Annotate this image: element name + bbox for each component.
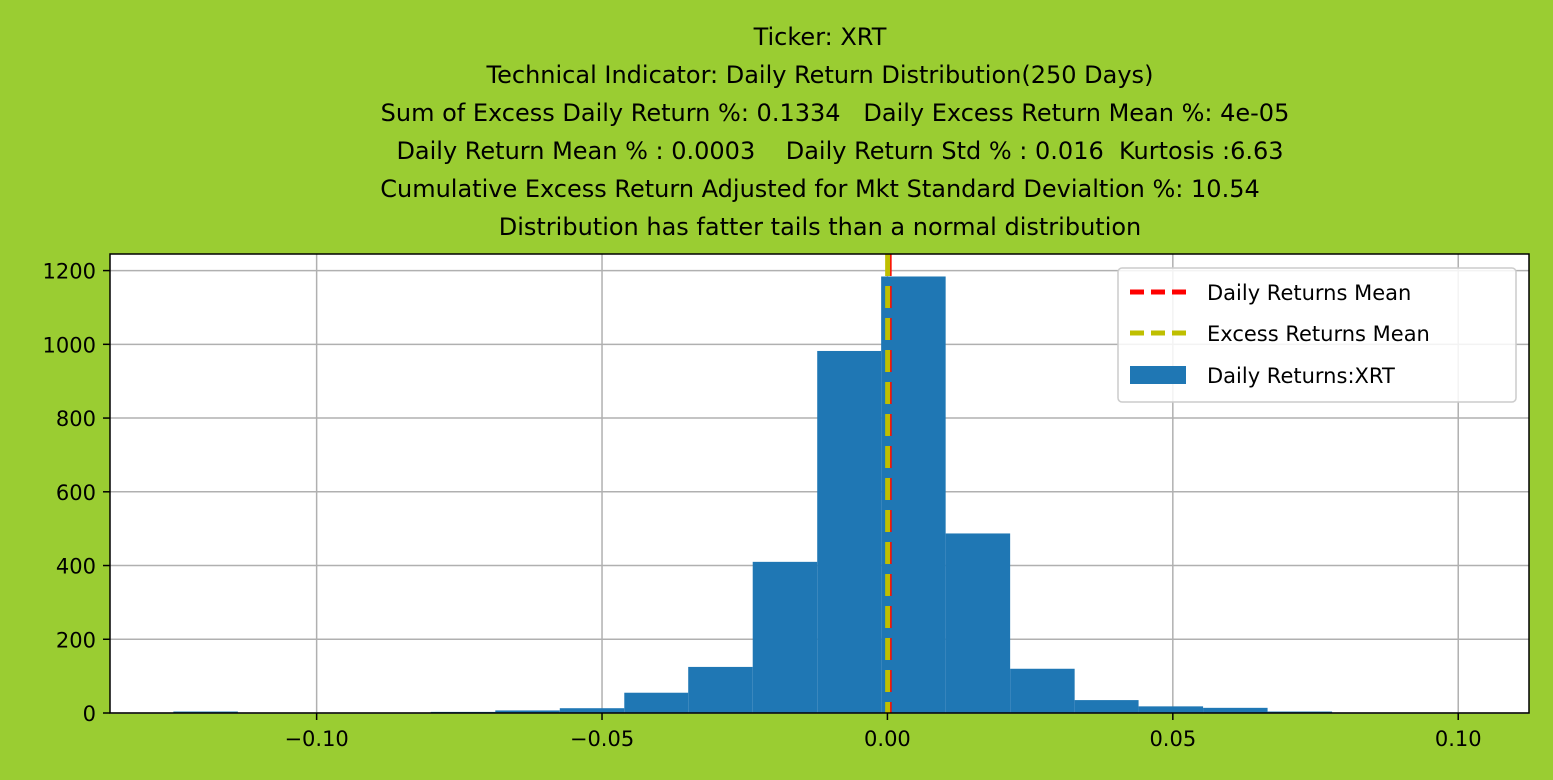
y-tick-label: 1200 [43,260,96,284]
x-tick-label: 0.10 [1435,727,1482,751]
histogram-bar [752,561,818,713]
legend: Daily Returns Mean Excess Returns Mean D… [1117,267,1517,403]
title-line-indicator: Technical Indicator: Daily Return Distri… [486,61,1154,89]
title-line-ticker: Ticker: XRT [753,23,887,51]
y-axis: 0 200 400 600 800 1000 1200 [43,260,110,726]
title-line-cumulative: Cumulative Excess Return Adjusted for Mk… [380,175,1259,203]
mean-lines [885,254,892,713]
histogram-bar [688,666,753,713]
legend-box [1117,267,1517,403]
title-line-return-stats: Daily Return Mean % : 0.0003 Daily Retur… [396,137,1283,165]
x-tick-label: 0.05 [1149,727,1196,751]
histogram-bars [173,276,1461,713]
x-tick-label: −0.10 [284,727,348,751]
y-tick-label: 200 [56,628,96,652]
legend-label-daily-returns: Daily Returns:XRT [1207,364,1395,388]
legend-label-excess-returns-mean: Excess Returns Mean [1207,322,1430,346]
plot-frame [109,253,1530,714]
histogram-bar [881,276,946,713]
histogram-bar [1138,706,1204,713]
x-tick-label: −0.05 [570,727,634,751]
y-tick-label: 600 [56,481,96,505]
histogram-bar [945,533,1011,713]
y-tick-label: 1000 [43,333,96,357]
x-axis: −0.10 −0.05 0.00 0.05 0.10 [284,713,1482,751]
histogram-bar [1074,700,1139,713]
legend-label-daily-returns-mean: Daily Returns Mean [1207,281,1411,305]
histogram-bar [495,710,560,713]
histogram-bar [817,350,882,713]
y-tick-label: 0 [83,702,96,726]
histogram-bar [559,708,625,713]
y-tick-label: 400 [56,555,96,579]
legend-swatch-daily-returns [1130,366,1186,384]
chart-title: Ticker: XRT Technical Indicator: Daily R… [380,23,1289,241]
title-line-excess-stats: Sum of Excess Daily Return %: 0.1334 Dai… [381,99,1290,127]
histogram-bar [1010,668,1075,713]
histogram-bar [1203,707,1268,713]
y-tick-label: 800 [56,407,96,431]
title-line-distribution: Distribution has fatter tails than a nor… [499,213,1142,241]
x-tick-label: 0.00 [864,727,911,751]
histogram-bar [624,692,689,713]
